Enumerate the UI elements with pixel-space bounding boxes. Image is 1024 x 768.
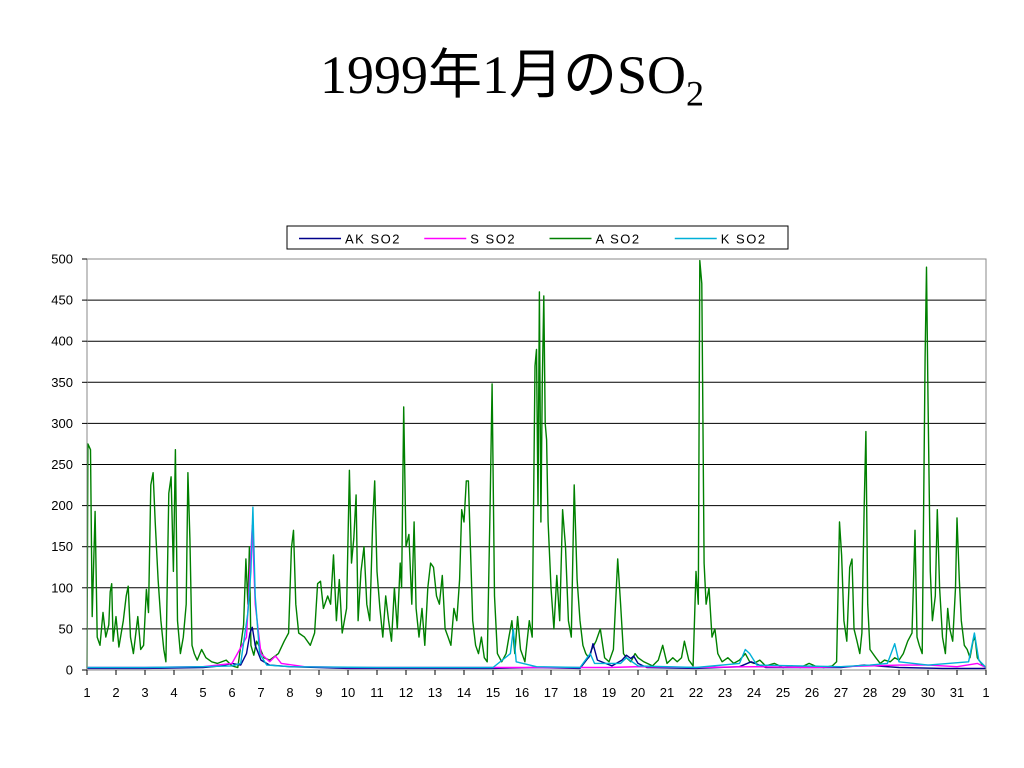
x-tick-label: 19 (602, 685, 616, 700)
slide-title-main: 1999年1月のSO (319, 45, 687, 105)
x-tick-label: 27 (834, 685, 848, 700)
x-tick-label: 13 (428, 685, 442, 700)
x-tick-label: 5 (199, 685, 206, 700)
legend-label: S SO2 (470, 232, 516, 247)
series-line-k-so2 (87, 506, 987, 669)
y-tick-label: 450 (51, 293, 73, 308)
series-line-a-so2 (86, 259, 987, 669)
x-tick-label: 30 (921, 685, 935, 700)
legend-label: A SO2 (596, 232, 641, 247)
slide-title-subscript: 2 (686, 73, 705, 114)
gridlines (87, 258, 986, 671)
legend: AK SO2 S SO2 A SO2 K SO2 (286, 225, 789, 250)
x-tick-label: 24 (747, 685, 761, 700)
slide-title: 1999年1月のSO2 (0, 45, 1024, 112)
x-tick-label: 25 (776, 685, 790, 700)
x-tick-label: 4 (170, 685, 177, 700)
legend-label: K SO2 (721, 232, 767, 247)
x-axis-ticks: 1 2 3 4 5 6 7 8 9 10 11 12 13 14 15 16 17 18 19 20 21 22 23 24 2… (83, 670, 990, 700)
legend-label: AK SO2 (345, 232, 401, 247)
x-tick-label: 10 (341, 685, 355, 700)
y-tick-label: 50 (59, 621, 73, 636)
x-tick-label: 29 (892, 685, 906, 700)
x-tick-label: 28 (863, 685, 877, 700)
x-tick-label: 14 (457, 685, 471, 700)
x-tick-label: 20 (631, 685, 645, 700)
y-tick-label: 500 (51, 252, 73, 267)
y-tick-label: 400 (51, 334, 73, 349)
x-tick-label: 15 (486, 685, 500, 700)
x-tick-label: 23 (718, 685, 732, 700)
legend-box (286, 225, 789, 250)
y-tick-label: 100 (51, 580, 73, 595)
x-tick-label: 22 (689, 685, 703, 700)
series-lines (86, 259, 987, 670)
x-tick-label: 1 (982, 685, 989, 700)
y-tick-label: 0 (66, 663, 73, 678)
y-tick-label: 350 (51, 375, 73, 390)
x-tick-label: 21 (660, 685, 674, 700)
x-tick-label: 31 (950, 685, 964, 700)
x-tick-label: 7 (257, 685, 264, 700)
y-tick-label: 300 (51, 416, 73, 431)
x-tick-label: 16 (515, 685, 529, 700)
y-axis-ticks: 0 50 100 150 200 250 300 350 400 450 500 (51, 252, 87, 678)
y-tick-label: 150 (51, 539, 73, 554)
y-tick-label: 200 (51, 498, 73, 513)
x-tick-label: 6 (228, 685, 235, 700)
x-tick-label: 8 (286, 685, 293, 700)
x-tick-label: 9 (315, 685, 322, 700)
x-tick-label: 2 (112, 685, 119, 700)
x-tick-label: 17 (544, 685, 558, 700)
x-tick-label: 11 (370, 685, 384, 700)
x-tick-label: 26 (805, 685, 819, 700)
x-tick-label: 12 (399, 685, 413, 700)
x-tick-label: 18 (573, 685, 587, 700)
x-tick-label: 1 (83, 685, 90, 700)
y-tick-label: 250 (51, 457, 73, 472)
x-tick-label: 3 (141, 685, 148, 700)
